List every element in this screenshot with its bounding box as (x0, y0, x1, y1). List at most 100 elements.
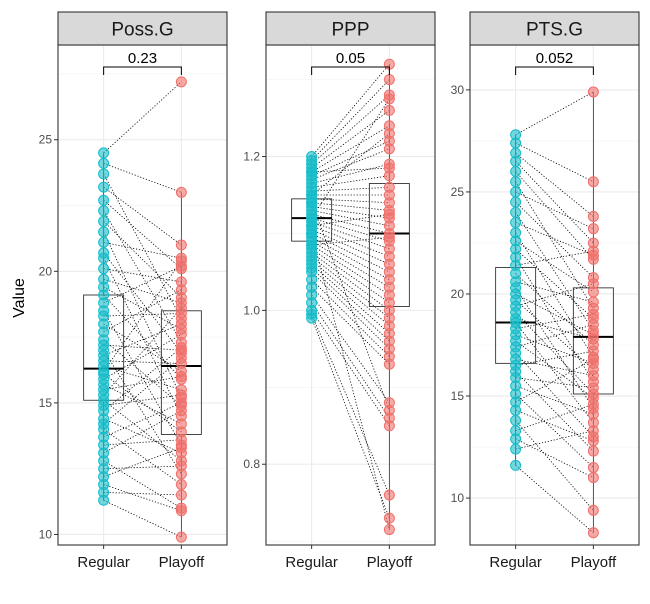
panel-title: PTS.G (526, 20, 583, 41)
point-playoff (175, 239, 187, 251)
point-playoff (587, 370, 599, 382)
pair-line (311, 240, 390, 288)
point-regular (306, 220, 318, 232)
pair-line (103, 460, 182, 509)
point-regular (98, 263, 110, 275)
pair-line (311, 294, 390, 403)
pair-line (515, 312, 594, 395)
point-regular (510, 404, 522, 416)
pair-line (103, 221, 182, 298)
point-playoff (175, 505, 187, 517)
point-regular (98, 205, 110, 217)
point-regular (98, 194, 110, 206)
point-playoff (383, 420, 395, 432)
point-playoff (587, 319, 599, 331)
pair-line (311, 248, 390, 304)
pair-line (103, 402, 182, 438)
y-tick-label: 10 (39, 527, 53, 541)
point-playoff (587, 296, 599, 308)
pair-line (103, 384, 182, 425)
pair-line (103, 241, 182, 259)
pair-line (515, 273, 594, 346)
strip-background (469, 11, 640, 46)
pair-line (515, 385, 594, 415)
pair-line (103, 428, 182, 485)
pair-line (103, 499, 182, 538)
pair-line (103, 199, 182, 269)
pair-line (103, 265, 182, 304)
point-playoff (587, 308, 599, 320)
pair-line (103, 186, 182, 246)
pair-line (311, 271, 390, 350)
point-playoff (383, 208, 395, 220)
point-playoff (587, 504, 599, 516)
point-playoff (587, 398, 599, 410)
pair-line (103, 360, 182, 364)
pair-line (103, 399, 182, 462)
pair-line (311, 213, 390, 227)
x-tick-label-playoff: Playoff (571, 554, 617, 571)
point-playoff (175, 255, 187, 267)
y-tick-label: 0.8 (243, 457, 260, 471)
point-playoff (175, 352, 187, 364)
point-playoff (383, 512, 395, 524)
pair-line (311, 125, 390, 173)
pair-line (515, 377, 594, 389)
y-tick-label: 25 (451, 185, 465, 199)
point-regular (98, 226, 110, 238)
point-playoff (383, 404, 395, 416)
point-playoff (175, 531, 187, 543)
point-playoff (175, 371, 187, 383)
pair-line (515, 232, 594, 358)
point-regular (510, 155, 522, 167)
panel-2: PTS.G 0.052 10 15 20 25 30 Regular Playoff (451, 11, 640, 571)
pair-line (311, 287, 390, 365)
point-playoff (175, 442, 187, 454)
point-regular (98, 181, 110, 193)
pair-line (515, 299, 594, 370)
point-regular (510, 137, 522, 149)
strip-background (57, 11, 228, 46)
y-tick-label: 15 (451, 389, 465, 403)
pair-line (515, 248, 594, 319)
point-playoff (383, 74, 395, 86)
point-playoff (587, 210, 599, 222)
pair-line (103, 376, 182, 391)
point-regular (510, 176, 522, 188)
pair-line (311, 236, 390, 246)
point-playoff (587, 333, 599, 345)
pair-line (311, 233, 390, 273)
pair-line (515, 161, 594, 244)
p-value-label: 0.05 (336, 50, 365, 67)
point-playoff (587, 527, 599, 539)
point-regular (510, 206, 522, 218)
point-playoff (587, 408, 599, 420)
pair-line (311, 260, 390, 327)
x-tick-label-playoff: Playoff (159, 554, 205, 571)
point-playoff (175, 186, 187, 198)
pair-line (311, 302, 390, 419)
pair-line (311, 186, 390, 192)
y-tick-label: 30 (451, 83, 465, 97)
pair-line (311, 110, 390, 169)
point-regular (306, 312, 318, 324)
point-regular (98, 252, 110, 264)
pair-line (103, 447, 182, 477)
point-regular (306, 197, 318, 209)
point-playoff (175, 342, 187, 354)
point-playoff (587, 245, 599, 257)
pair-line (515, 430, 594, 450)
pair-line (311, 206, 390, 219)
pair-line (103, 418, 182, 454)
pair-line (103, 344, 182, 351)
pair-line (103, 491, 182, 496)
pair-line (515, 281, 594, 303)
pair-line (103, 357, 182, 425)
pair-line (515, 352, 594, 438)
strip-background (265, 11, 436, 46)
pair-line (103, 339, 182, 406)
point-playoff (587, 353, 599, 365)
point-playoff (587, 472, 599, 484)
significance-bracket (103, 66, 182, 75)
panel-1: PPP 0.05 0.8 1.0 1.2 Regular Playoff (243, 11, 436, 571)
